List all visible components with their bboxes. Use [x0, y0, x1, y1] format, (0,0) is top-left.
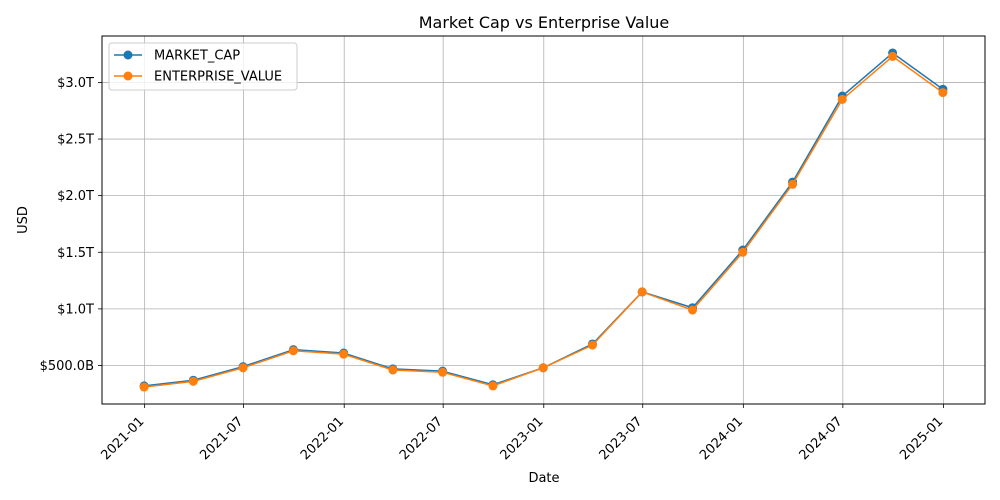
legend-item: ENTERPRISE_VALUE [114, 70, 282, 85]
y-tick-label: $1.0T [57, 302, 94, 317]
x-tick-label: 2021-07 [197, 414, 246, 463]
chart-title: Market Cap vs Enterprise Value [419, 13, 670, 32]
x-tick-label: 2024-07 [797, 414, 846, 463]
data-point [339, 349, 349, 359]
legend-marker [123, 50, 133, 60]
data-point [538, 363, 548, 373]
data-point [687, 305, 697, 315]
x-tick-label: 2025-01 [897, 414, 946, 463]
data-point [388, 365, 398, 375]
data-point [938, 88, 948, 98]
data-point [738, 247, 748, 257]
legend-item: MARKET_CAP [114, 49, 240, 64]
y-tick-label: $1.5T [57, 246, 94, 261]
legend-label: MARKET_CAP [154, 49, 240, 64]
y-tick-label: $3.0T [57, 76, 94, 91]
x-tick-label: 2024-01 [697, 414, 746, 463]
grid [102, 36, 985, 404]
y-tick-label: $500.0B [40, 359, 94, 374]
legend: MARKET_CAP ENTERPRISE_VALUE [108, 42, 298, 91]
x-tick-label: 2023-07 [597, 414, 646, 463]
data-point [587, 340, 597, 350]
data-point [637, 287, 647, 297]
data-point [438, 367, 448, 377]
data-point [188, 376, 198, 386]
x-tick-label: 2023-01 [498, 414, 547, 463]
ticks: 2021-01 2021-07 2022-01 2022-07 2023-01 2023-… [40, 76, 947, 463]
series-layer [139, 48, 948, 392]
x-tick-label: 2022-07 [397, 414, 446, 463]
x-tick-label: 2022-01 [298, 414, 347, 463]
data-point [488, 381, 498, 391]
x-tick-label: 2021-01 [98, 414, 147, 463]
y-axis-title: USD [16, 206, 31, 234]
data-point [288, 346, 298, 356]
legend-label: ENTERPRISE_VALUE [154, 70, 282, 85]
x-axis-title: Date [528, 471, 559, 486]
data-point [139, 382, 149, 392]
y-tick-label: $2.0T [57, 189, 94, 204]
y-tick-label: $2.5T [57, 133, 94, 148]
legend-marker [123, 71, 133, 81]
series-enterprise-value [139, 51, 948, 392]
data-point [788, 179, 798, 189]
data-point [837, 94, 847, 104]
data-point [888, 51, 898, 61]
data-point [238, 363, 248, 373]
legend-box [108, 42, 298, 91]
